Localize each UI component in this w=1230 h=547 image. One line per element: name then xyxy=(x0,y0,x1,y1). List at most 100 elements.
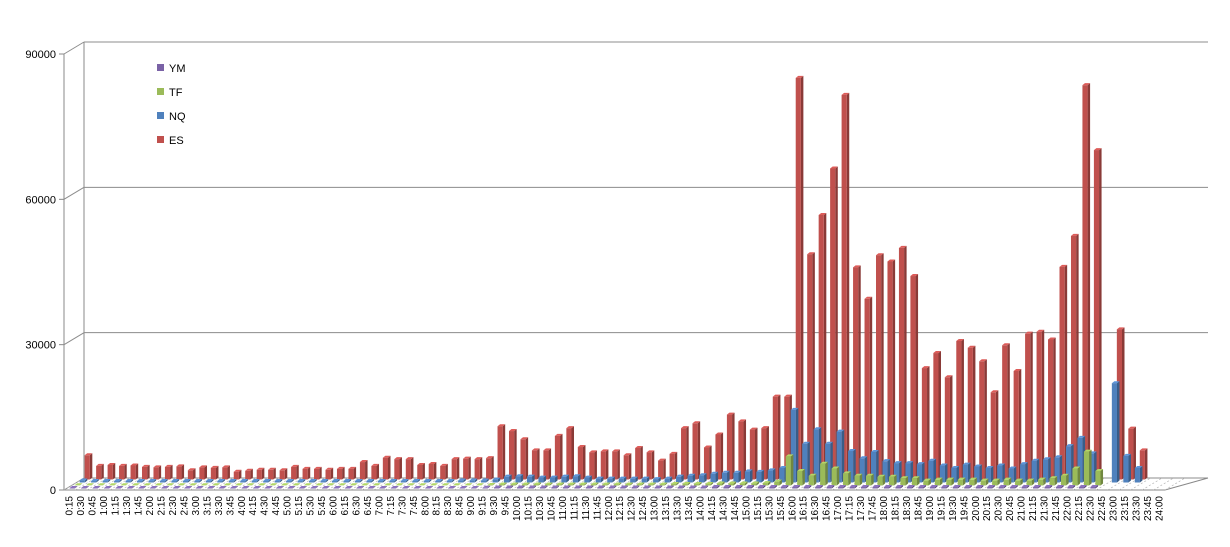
bar-ES-15:15 xyxy=(772,396,778,480)
bar-TF-19:15 xyxy=(946,479,952,486)
bar-NQ-19:15 xyxy=(951,467,957,483)
bar-side-NQ-15:00 xyxy=(761,469,764,483)
bar-YM-11:30 xyxy=(585,487,591,489)
bar-NQ-7:45 xyxy=(423,481,429,483)
bar-side-ES-23:00 xyxy=(1133,426,1136,480)
bar-ES-8:30 xyxy=(463,458,469,480)
bar-side-TF-6:30 xyxy=(366,483,370,486)
bar-ES-1:45 xyxy=(153,467,159,480)
bar-TF-19:30 xyxy=(957,479,963,486)
bar-TF-12:00 xyxy=(613,484,619,486)
bar-top-ES-21:15 xyxy=(1048,337,1056,340)
bar-TF-11:15 xyxy=(579,484,585,486)
x-tick-label-50: 12:45 xyxy=(638,496,649,521)
bar-side-YM-15:30 xyxy=(774,485,777,489)
bar-top-YM-16:15 xyxy=(803,485,812,488)
bar-side-TF-1:00 xyxy=(114,483,117,486)
bar-top-NQ-9:30 xyxy=(503,474,512,477)
x-tick-label-9: 2:30 xyxy=(168,496,179,516)
bar-side-TF-13:45 xyxy=(699,482,702,486)
bar-NQ-15:45 xyxy=(790,409,796,483)
bar-ES-12:30 xyxy=(646,452,652,480)
bar-TF-18:00 xyxy=(888,476,895,486)
bar-YM-18:30 xyxy=(906,487,913,489)
bar-NQ-12:45 xyxy=(653,479,659,483)
bar-top-YM-17:15 xyxy=(849,485,858,488)
bar-side-ES-2:45 xyxy=(204,465,208,480)
bar-side-YM-6:15 xyxy=(350,486,353,489)
bar-YM-17:30 xyxy=(860,487,867,489)
bar-side-TF-3:00 xyxy=(205,483,209,486)
bar-top-NQ-13:45 xyxy=(698,473,707,476)
y-axis-ticks: 0 30000 60000 90000 xyxy=(25,49,56,497)
bar-top-ES-11:15 xyxy=(589,450,597,453)
bar-top-NQ-21:00 xyxy=(1031,458,1040,461)
bar-top-TF-1:00 xyxy=(109,483,117,486)
bar-ES-6:00 xyxy=(348,468,354,480)
bar-top-YM-6:45 xyxy=(367,486,376,489)
bar-side-YM-10:15 xyxy=(533,485,537,489)
bar-TF-15:00 xyxy=(751,483,757,486)
x-tick-label-83: 21:00 xyxy=(1017,496,1028,521)
bar-NQ-8:45 xyxy=(469,480,475,483)
x-tick-label-59: 15:00 xyxy=(741,496,752,521)
bar-side-TF-9:30 xyxy=(504,482,507,486)
x-tick-label-54: 13:45 xyxy=(684,496,695,521)
bar-side-NQ-16:45 xyxy=(841,429,845,483)
bar-side-ES-3:00 xyxy=(215,465,219,480)
bar-ES-12:00 xyxy=(623,455,629,480)
bar-side-YM-6:00 xyxy=(338,486,342,489)
bar-top-YM-1:30 xyxy=(126,486,135,489)
bar-side-NQ-12:30 xyxy=(646,476,650,483)
x-tick-label-49: 12:30 xyxy=(627,496,638,521)
bar-side-YM-10:00 xyxy=(522,485,525,489)
bar-top-YM-5:15 xyxy=(299,486,307,489)
bar-side-NQ-6:45 xyxy=(383,479,386,483)
bar-top-NQ-14:30 xyxy=(733,470,742,473)
bar-ES-3:00 xyxy=(210,467,216,480)
bar-side-NQ-14:45 xyxy=(750,469,753,483)
bar-side-YM-13:15 xyxy=(671,485,674,489)
bar-side-YM-0:30 xyxy=(86,486,89,489)
bar-side-NQ-6:30 xyxy=(371,479,375,483)
bar-top-TF-10:45 xyxy=(556,482,565,485)
bar-side-NQ-3:15 xyxy=(222,479,225,483)
bar-side-TF-18:15 xyxy=(905,476,909,486)
bar-TF-15:15 xyxy=(762,483,768,486)
bar-top-YM-10:30 xyxy=(539,485,548,488)
bar-side-ES-5:00 xyxy=(307,466,311,480)
bar-side-YM-3:30 xyxy=(223,486,227,489)
bar-side-NQ-22:45 xyxy=(1117,381,1120,483)
bar-top-YM-8:30 xyxy=(448,486,456,489)
bar-NQ-3:45 xyxy=(240,481,246,483)
bar-side-ES-9:15 xyxy=(502,424,506,480)
bar-side-TF-13:15 xyxy=(676,482,679,486)
bar-NQ-11:15 xyxy=(584,477,590,483)
bar-side-YM-20:30 xyxy=(1003,485,1007,489)
bar-side-YM-21:00 xyxy=(1026,485,1030,489)
bar-TF-18:15 xyxy=(900,478,906,486)
bar-NQ-9:00 xyxy=(481,480,487,483)
bar-side-ES-5:15 xyxy=(319,466,322,480)
bar-top-YM-4:15 xyxy=(253,486,261,489)
bar-side-NQ-10:45 xyxy=(566,474,570,483)
bar-top-ES-14:00 xyxy=(715,432,724,435)
bar-side-ES-17:00 xyxy=(858,265,861,480)
bar-side-ES-15:15 xyxy=(777,394,781,480)
bar-top-ES-6:15 xyxy=(359,460,368,463)
bar-top-TF-21:00 xyxy=(1026,478,1035,481)
bar-side-ES-22:15 xyxy=(1099,148,1102,480)
bar-NQ-2:15 xyxy=(171,481,177,483)
bar-top-ES-7:45 xyxy=(428,461,437,464)
bar-ES-7:30 xyxy=(417,464,423,480)
bar-top-YM-9:30 xyxy=(493,485,502,488)
bar-top-YM-12:30 xyxy=(631,485,640,488)
bar-YM-17:15 xyxy=(849,487,855,489)
bar-top-ES-9:00 xyxy=(486,456,494,459)
x-tick-label-85: 21:30 xyxy=(1040,496,1051,521)
bar-YM-14:15 xyxy=(711,487,718,489)
bar-ES-11:45 xyxy=(612,451,618,480)
bar-NQ-0:45 xyxy=(102,481,108,483)
bar-side-YM-14:45 xyxy=(740,485,743,489)
